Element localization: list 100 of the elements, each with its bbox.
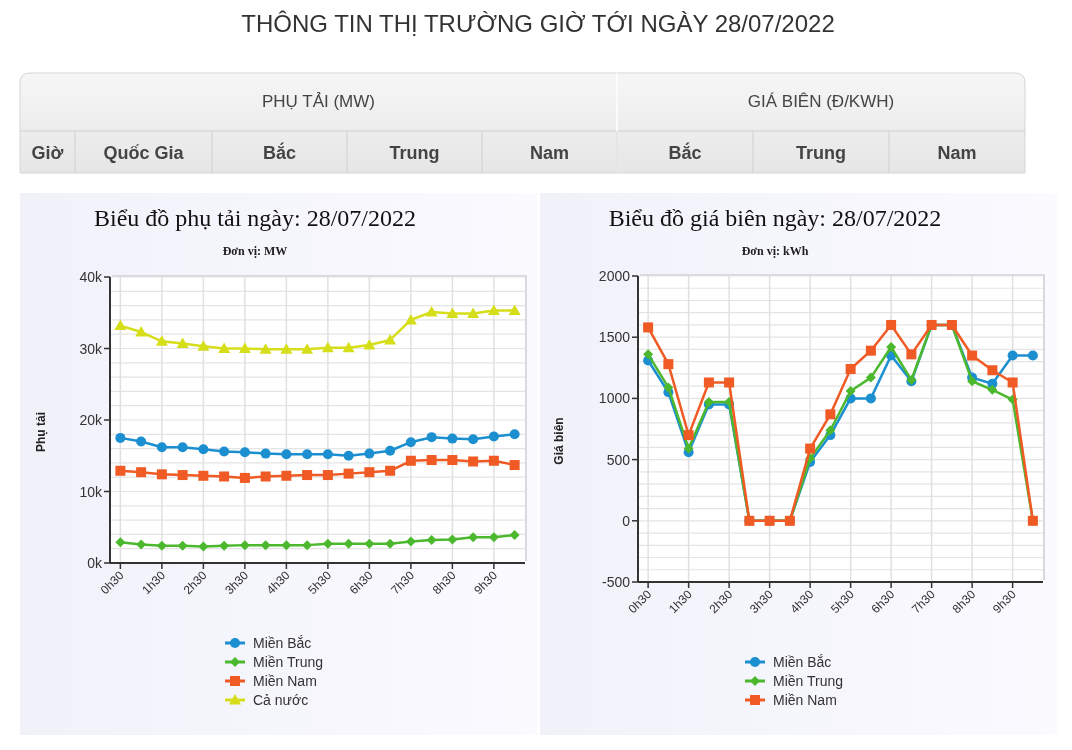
point <box>404 313 417 325</box>
chart-subtitle: Đơn vị: kWh <box>741 244 809 258</box>
point <box>643 322 654 333</box>
point <box>1027 350 1038 361</box>
text: Bắc <box>262 142 297 163</box>
point <box>197 340 210 351</box>
y-tick-label: 1500 <box>598 329 631 346</box>
point <box>281 470 292 481</box>
point <box>238 342 251 353</box>
point <box>865 372 876 383</box>
y-axis-title: Phụ tải <box>34 411 48 453</box>
point <box>509 530 520 541</box>
point <box>259 343 272 354</box>
point <box>218 342 231 353</box>
legend-label: Miền Trung <box>773 673 844 689</box>
point <box>363 338 376 350</box>
point <box>343 468 354 479</box>
point <box>425 306 438 317</box>
point <box>886 319 897 330</box>
point <box>302 540 313 551</box>
point <box>447 433 458 444</box>
point <box>663 359 674 370</box>
point <box>509 429 520 440</box>
text: Nam <box>937 143 977 163</box>
text: Bắc <box>668 142 702 163</box>
point <box>426 455 437 466</box>
y-tick-label: -500 <box>601 574 631 590</box>
y-tick-label: 40k <box>79 269 103 285</box>
point <box>488 455 499 466</box>
legend-label: Miền Nam <box>253 673 317 689</box>
point <box>487 304 500 316</box>
point <box>115 432 126 443</box>
point <box>280 343 293 354</box>
point <box>198 541 209 552</box>
text: Quốc Gia <box>103 143 185 163</box>
y-tick-label: 500 <box>606 451 631 468</box>
point <box>468 532 479 543</box>
point <box>115 465 126 476</box>
point <box>343 450 354 461</box>
point <box>683 443 694 454</box>
point <box>967 376 978 387</box>
point <box>155 335 168 346</box>
y-tick-label: 2000 <box>598 268 631 284</box>
point <box>643 349 654 360</box>
point <box>177 442 188 453</box>
point <box>260 448 271 459</box>
point <box>301 343 314 354</box>
point <box>219 471 230 482</box>
point <box>906 349 917 360</box>
point <box>239 540 250 551</box>
legend-label: Miền Bắc <box>253 635 312 651</box>
point <box>177 470 188 481</box>
chart-title: Biểu đồ phụ tải ngày: 28/07/2022 <box>94 205 416 231</box>
point <box>343 538 354 549</box>
point <box>1007 350 1018 361</box>
point <box>825 409 836 420</box>
point <box>805 443 816 454</box>
point <box>447 534 458 545</box>
point <box>219 540 230 551</box>
y-tick-label: 0 <box>622 512 631 529</box>
point <box>322 449 333 460</box>
chart-title: Biểu đồ giá biên ngày: 28/07/2022 <box>608 205 942 231</box>
y-tick-label: 0k <box>87 555 103 571</box>
point <box>385 465 396 476</box>
point <box>825 425 836 436</box>
point <box>724 377 735 388</box>
point <box>865 393 876 404</box>
point <box>865 345 876 356</box>
point <box>364 448 375 459</box>
point <box>663 382 674 393</box>
point <box>342 341 355 353</box>
point <box>886 341 897 352</box>
point <box>177 540 188 551</box>
point <box>321 341 334 353</box>
point <box>136 467 147 478</box>
point <box>845 386 856 397</box>
point <box>488 431 499 442</box>
legend-label: Miền Trung <box>253 654 324 670</box>
text: THÔNG TIN THỊ TRƯỜNG GIỜ TỚI NGÀY 28/07/2022 <box>241 10 835 37</box>
y-tick-label: 30k <box>79 340 103 357</box>
legend-label: Cả nước <box>253 692 309 708</box>
point <box>446 307 459 318</box>
point <box>239 472 250 483</box>
point <box>136 539 147 550</box>
point <box>987 384 998 395</box>
point <box>703 377 714 388</box>
point <box>135 326 148 337</box>
point <box>384 333 397 345</box>
point <box>405 437 416 448</box>
point <box>488 532 499 543</box>
point <box>405 536 416 547</box>
point <box>987 365 998 376</box>
point <box>156 442 167 453</box>
text: GIÁ BIÊN (Đ/KWH) <box>747 92 895 111</box>
point <box>1007 377 1018 388</box>
point <box>426 535 437 546</box>
y-tick-label: 1000 <box>598 390 631 407</box>
point <box>260 540 271 551</box>
point <box>845 364 856 375</box>
point <box>302 449 313 460</box>
